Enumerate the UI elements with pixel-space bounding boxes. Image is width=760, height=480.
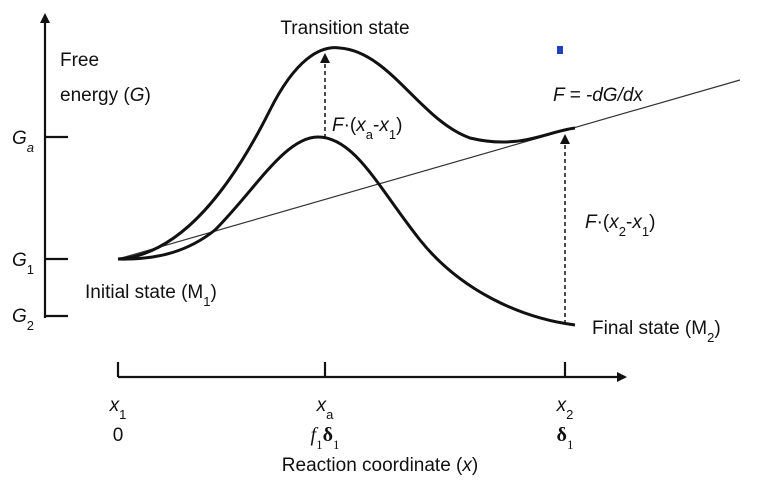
text: G: [12, 250, 27, 271]
text: x: [316, 395, 328, 416]
text: δ: [557, 424, 567, 446]
lower-curve: [117, 135, 576, 327]
force-label: F = -dG/dx: [553, 85, 644, 106]
text: energy (: [60, 85, 130, 106]
x-tick-label: x1: [109, 395, 127, 422]
text: ): [396, 115, 402, 136]
transition-label: Transition state: [280, 18, 409, 39]
y-tick-label: G2: [12, 306, 34, 333]
text: 2: [27, 318, 34, 333]
text: G: [130, 85, 145, 106]
text: x: [461, 455, 473, 476]
text: ·(: [597, 212, 610, 233]
force-2-label: F·(x2-x1): [585, 212, 655, 239]
y-tick-label: Ga: [12, 128, 34, 155]
force-line: [117, 79, 741, 260]
text: 2: [566, 407, 573, 422]
final-label: Final state (M2): [592, 318, 721, 345]
text: -: [626, 212, 632, 233]
text: x: [355, 115, 367, 136]
initial-label: Initial state (M1): [85, 282, 217, 309]
text: x: [608, 212, 620, 233]
x-tick-label: x2: [556, 395, 574, 422]
text: Final state (M: [592, 318, 707, 339]
text: 2: [707, 330, 714, 345]
force-a-label: F·(xa-x1): [332, 115, 402, 142]
mark: [557, 46, 563, 54]
text: a: [366, 127, 374, 142]
text: ): [211, 282, 217, 303]
text: 1: [203, 294, 210, 309]
text: 2: [619, 224, 626, 239]
text: x: [109, 395, 121, 416]
text: 1: [27, 262, 34, 277]
text: a: [326, 407, 334, 422]
free-energy-label: energy (G): [60, 85, 151, 106]
text: Reaction coordinate (: [282, 455, 463, 476]
text: G: [12, 128, 27, 149]
free-energy-label: Free: [60, 50, 99, 71]
text: 1: [642, 224, 649, 239]
text: ): [144, 85, 150, 106]
text: ): [649, 212, 655, 233]
x-axis-title: Reaction coordinate (x): [282, 455, 478, 476]
text: x: [631, 212, 643, 233]
x-tick-value: f1δ1: [311, 424, 340, 452]
text: f: [311, 424, 319, 446]
x-tick-value: 0: [113, 425, 124, 446]
text: 1: [316, 437, 323, 452]
text: 1: [389, 127, 396, 142]
y-tick-label: G1: [12, 250, 34, 277]
text: ): [714, 318, 720, 339]
text: Initial state (M: [85, 282, 203, 303]
text: 0: [113, 425, 124, 446]
x-tick-label: xa: [316, 395, 335, 422]
text: ): [472, 455, 478, 476]
text: Free: [60, 50, 99, 71]
text: F: [332, 115, 345, 136]
upper-curve: [117, 46, 576, 261]
text: 1: [567, 437, 574, 452]
text: δ: [323, 424, 333, 446]
text: ·(: [344, 115, 357, 136]
text: -: [373, 115, 379, 136]
text: a: [27, 140, 34, 155]
text: 1: [333, 437, 340, 452]
text: x: [556, 395, 568, 416]
text: x: [378, 115, 390, 136]
text: F: [585, 212, 598, 233]
text: 1: [119, 407, 126, 422]
text: G: [12, 306, 27, 327]
x-tick-value: δ1: [557, 424, 574, 452]
